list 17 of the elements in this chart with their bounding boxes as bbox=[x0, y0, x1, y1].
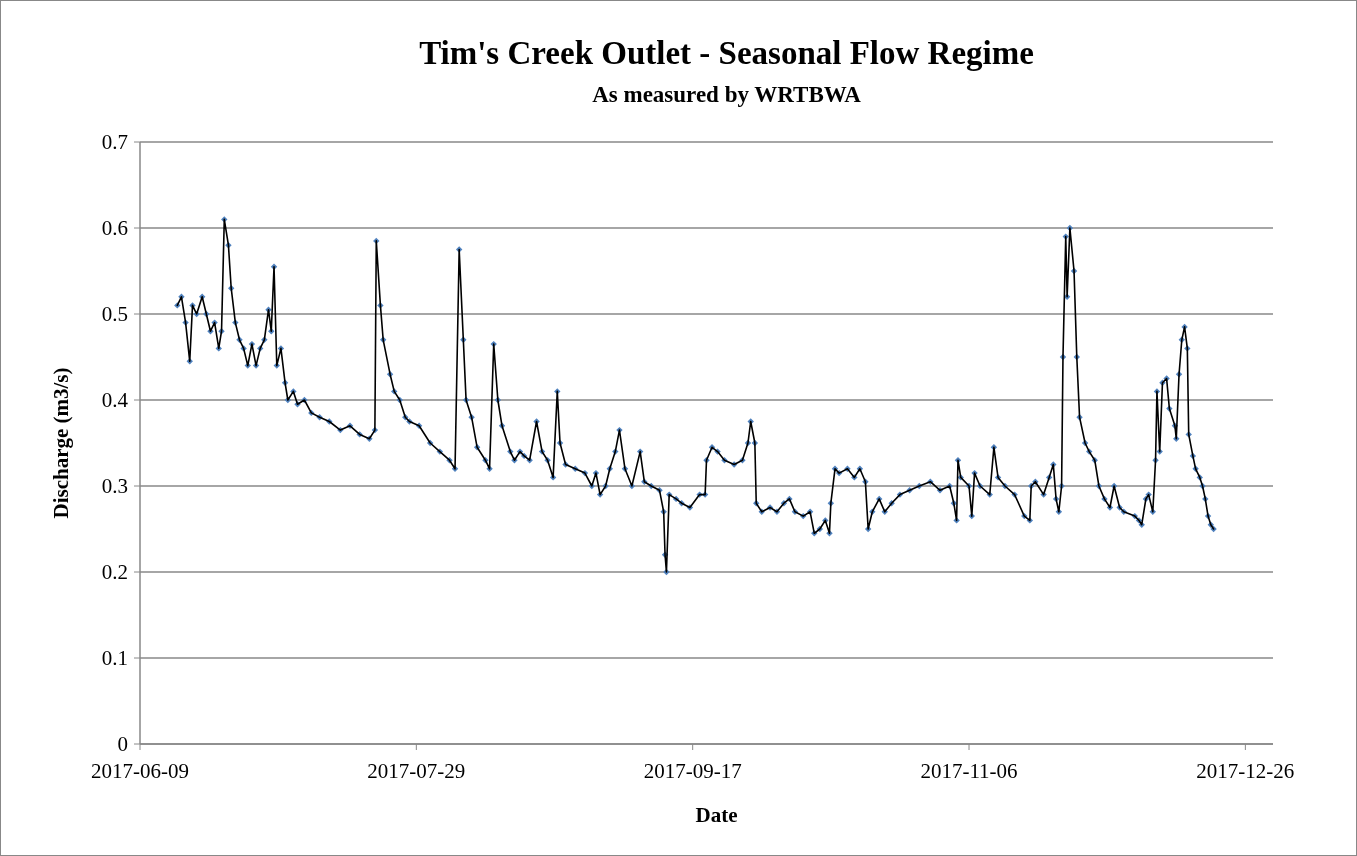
chart-subtitle: As measured by WRTBWA bbox=[592, 82, 862, 107]
y-tick-label: 0.7 bbox=[101, 130, 128, 155]
y-tick-label: 0.4 bbox=[101, 388, 129, 413]
y-tick-label: 0.1 bbox=[101, 646, 128, 671]
y-tick-label: 0.2 bbox=[101, 560, 128, 585]
x-tick-label: 2017-12-26 bbox=[1196, 759, 1295, 783]
y-tick-label: 0.5 bbox=[101, 302, 128, 327]
y-tick-label: 0 bbox=[117, 732, 128, 757]
chart-title: Tim's Creek Outlet - Seasonal Flow Regime bbox=[419, 35, 1034, 71]
y-tick-label: 0.3 bbox=[101, 474, 128, 499]
x-tick-label: 2017-11-06 bbox=[920, 759, 1018, 783]
y-axis-title: Discharge (m3/s) bbox=[49, 367, 73, 519]
x-tick-label: 2017-07-29 bbox=[367, 759, 466, 783]
y-tick-label: 0.6 bbox=[101, 216, 128, 241]
x-axis-title: Date bbox=[695, 803, 738, 827]
x-tick-label: 2017-06-09 bbox=[91, 759, 189, 783]
x-tick-label: 2017-09-17 bbox=[643, 759, 742, 783]
